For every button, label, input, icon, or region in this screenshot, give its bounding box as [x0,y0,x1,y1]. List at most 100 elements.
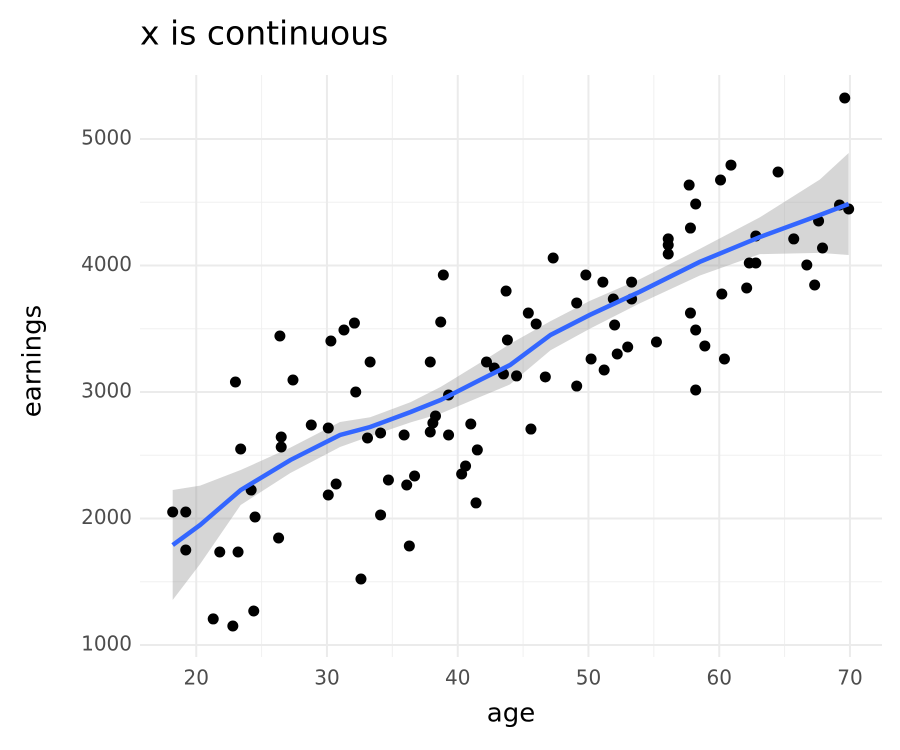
point [684,307,696,319]
point [626,276,638,288]
point [409,470,421,482]
point [275,431,287,443]
point [443,429,455,441]
point [398,429,410,441]
point [235,443,247,455]
point [597,276,609,288]
point [611,348,623,360]
point [662,239,674,251]
point [511,370,523,382]
point [460,460,472,472]
point [273,532,285,544]
point [348,317,360,329]
point [275,441,287,453]
point [364,356,376,368]
point [716,288,728,300]
point [274,330,286,342]
point [699,340,711,352]
point [424,426,436,438]
point [580,269,592,281]
x-tick-label: 20 [183,666,208,690]
y-tick-label: 4000 [81,252,132,276]
point [322,489,334,501]
point [547,252,559,264]
point [437,269,449,281]
point [424,356,436,368]
point [741,282,753,294]
point [772,166,784,178]
smooth-line [171,201,850,547]
point [690,384,702,396]
point [375,509,387,521]
point [375,427,387,439]
point [622,341,634,353]
point [471,444,483,456]
point [403,540,415,552]
x-tick-label: 60 [706,666,731,690]
point [470,497,482,509]
point [684,222,696,234]
point [180,544,192,556]
confidence-band [172,153,849,600]
point [248,605,260,617]
point [725,159,737,171]
point [362,432,374,444]
point [325,335,337,347]
point [227,620,239,632]
point [525,423,537,435]
point [350,386,362,398]
point [539,371,551,383]
point [382,474,394,486]
point [229,376,241,388]
point [530,318,542,330]
point [305,419,317,431]
y-tick-label: 3000 [81,378,132,402]
point [180,506,192,518]
point [338,324,350,336]
y-tick-label: 5000 [81,126,132,150]
x-tick-label: 50 [576,666,601,690]
point [662,248,674,260]
point [788,233,800,245]
point [750,257,762,269]
point [585,353,597,365]
point [355,573,367,585]
point [249,511,261,523]
y-tick-label: 1000 [81,631,132,655]
chart-title: x is continuous [140,14,388,53]
point [715,174,727,186]
point [522,307,534,319]
point [480,356,492,368]
point [465,418,477,430]
point [598,364,610,376]
point [501,334,513,346]
y-tick-label: 2000 [81,505,132,529]
point [809,279,821,291]
point [232,546,244,558]
point [322,422,334,434]
point [330,478,342,490]
point [609,319,621,331]
x-tick-label: 70 [837,666,862,690]
y-axis-title: earnings [18,305,48,417]
point [817,242,829,254]
point [690,198,702,210]
point [429,410,441,422]
x-tick-label: 40 [445,666,470,690]
point [287,374,299,386]
point [207,613,219,625]
point [435,316,447,328]
point [801,259,813,271]
point [718,353,730,365]
point [839,92,851,104]
point [571,297,583,309]
point [401,479,413,491]
x-tick-label: 30 [314,666,339,690]
point [167,506,179,518]
x-axis-title: age [487,699,535,729]
point [650,336,662,348]
point [683,179,695,191]
point [571,380,583,392]
point [690,324,702,336]
